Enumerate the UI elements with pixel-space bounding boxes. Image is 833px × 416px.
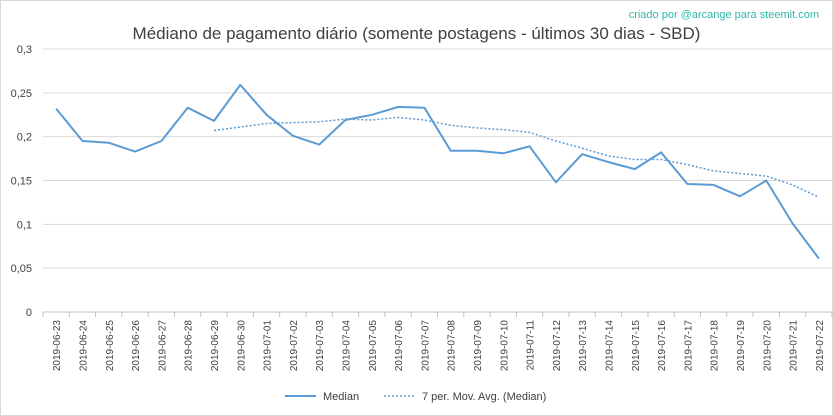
x-tick-label: 2019-06-23 <box>52 320 63 372</box>
legend-moving-average-label: 7 per. Mov. Avg. (Median) <box>422 391 546 403</box>
y-tick-label: 0,15 <box>11 176 32 188</box>
x-tick-label: 2019-06-29 <box>210 320 221 372</box>
x-tick-label: 2019-07-07 <box>420 320 431 372</box>
x-tick-label: 2019-07-12 <box>552 320 563 372</box>
legend-median-label: Median <box>323 391 359 403</box>
x-tick-label: 2019-06-26 <box>131 320 142 372</box>
x-tick-label: 2019-07-18 <box>710 320 721 372</box>
y-tick-label: 0,3 <box>17 44 32 56</box>
x-tick-label: 2019-07-13 <box>578 320 589 372</box>
x-tick-label: 2019-07-09 <box>473 320 484 372</box>
y-tick-label: 0 <box>26 307 32 319</box>
x-tick-label: 2019-07-06 <box>394 320 405 372</box>
x-tick-label: 2019-07-01 <box>263 320 274 372</box>
x-tick-label: 2019-07-10 <box>499 320 510 372</box>
x-tick-label: 2019-07-20 <box>762 320 773 372</box>
x-tick-label: 2019-06-30 <box>236 320 247 372</box>
median-line <box>55 83 820 260</box>
x-tick-label: 2019-06-25 <box>105 320 116 372</box>
x-tick-label: 2019-07-17 <box>683 320 694 372</box>
x-tick-label: 2019-07-21 <box>789 320 800 372</box>
x-tick-label: 2019-07-22 <box>815 320 826 372</box>
y-tick-label: 0,05 <box>11 263 32 275</box>
x-tick-label: 2019-07-02 <box>289 320 300 372</box>
x-tick-label: 2019-07-04 <box>341 320 352 372</box>
x-tick-label: 2019-07-15 <box>631 320 642 372</box>
chart-title: Médiano de pagamento diário (somente pos… <box>132 24 701 43</box>
x-tick-label: 2019-07-03 <box>315 320 326 372</box>
x-tick-label: 2019-07-14 <box>604 320 615 372</box>
y-tick-label: 0,2 <box>17 132 32 144</box>
x-tick-label: 2019-07-05 <box>368 320 379 372</box>
y-tick-label: 0,1 <box>17 219 32 231</box>
moving-average-line <box>213 116 820 198</box>
watermark-text: criado por @arcange para steemit.com <box>628 9 819 21</box>
x-tick-label: 2019-06-27 <box>157 320 168 372</box>
x-tick-label: 2019-07-11 <box>526 320 537 371</box>
x-tick-label: 2019-07-16 <box>657 320 668 372</box>
x-tick-label: 2019-07-19 <box>736 320 747 372</box>
x-tick-label: 2019-06-24 <box>78 320 89 372</box>
y-tick-label: 0,25 <box>11 88 32 100</box>
x-tick-label: 2019-06-28 <box>184 320 195 372</box>
x-tick-label: 2019-07-08 <box>447 320 458 372</box>
